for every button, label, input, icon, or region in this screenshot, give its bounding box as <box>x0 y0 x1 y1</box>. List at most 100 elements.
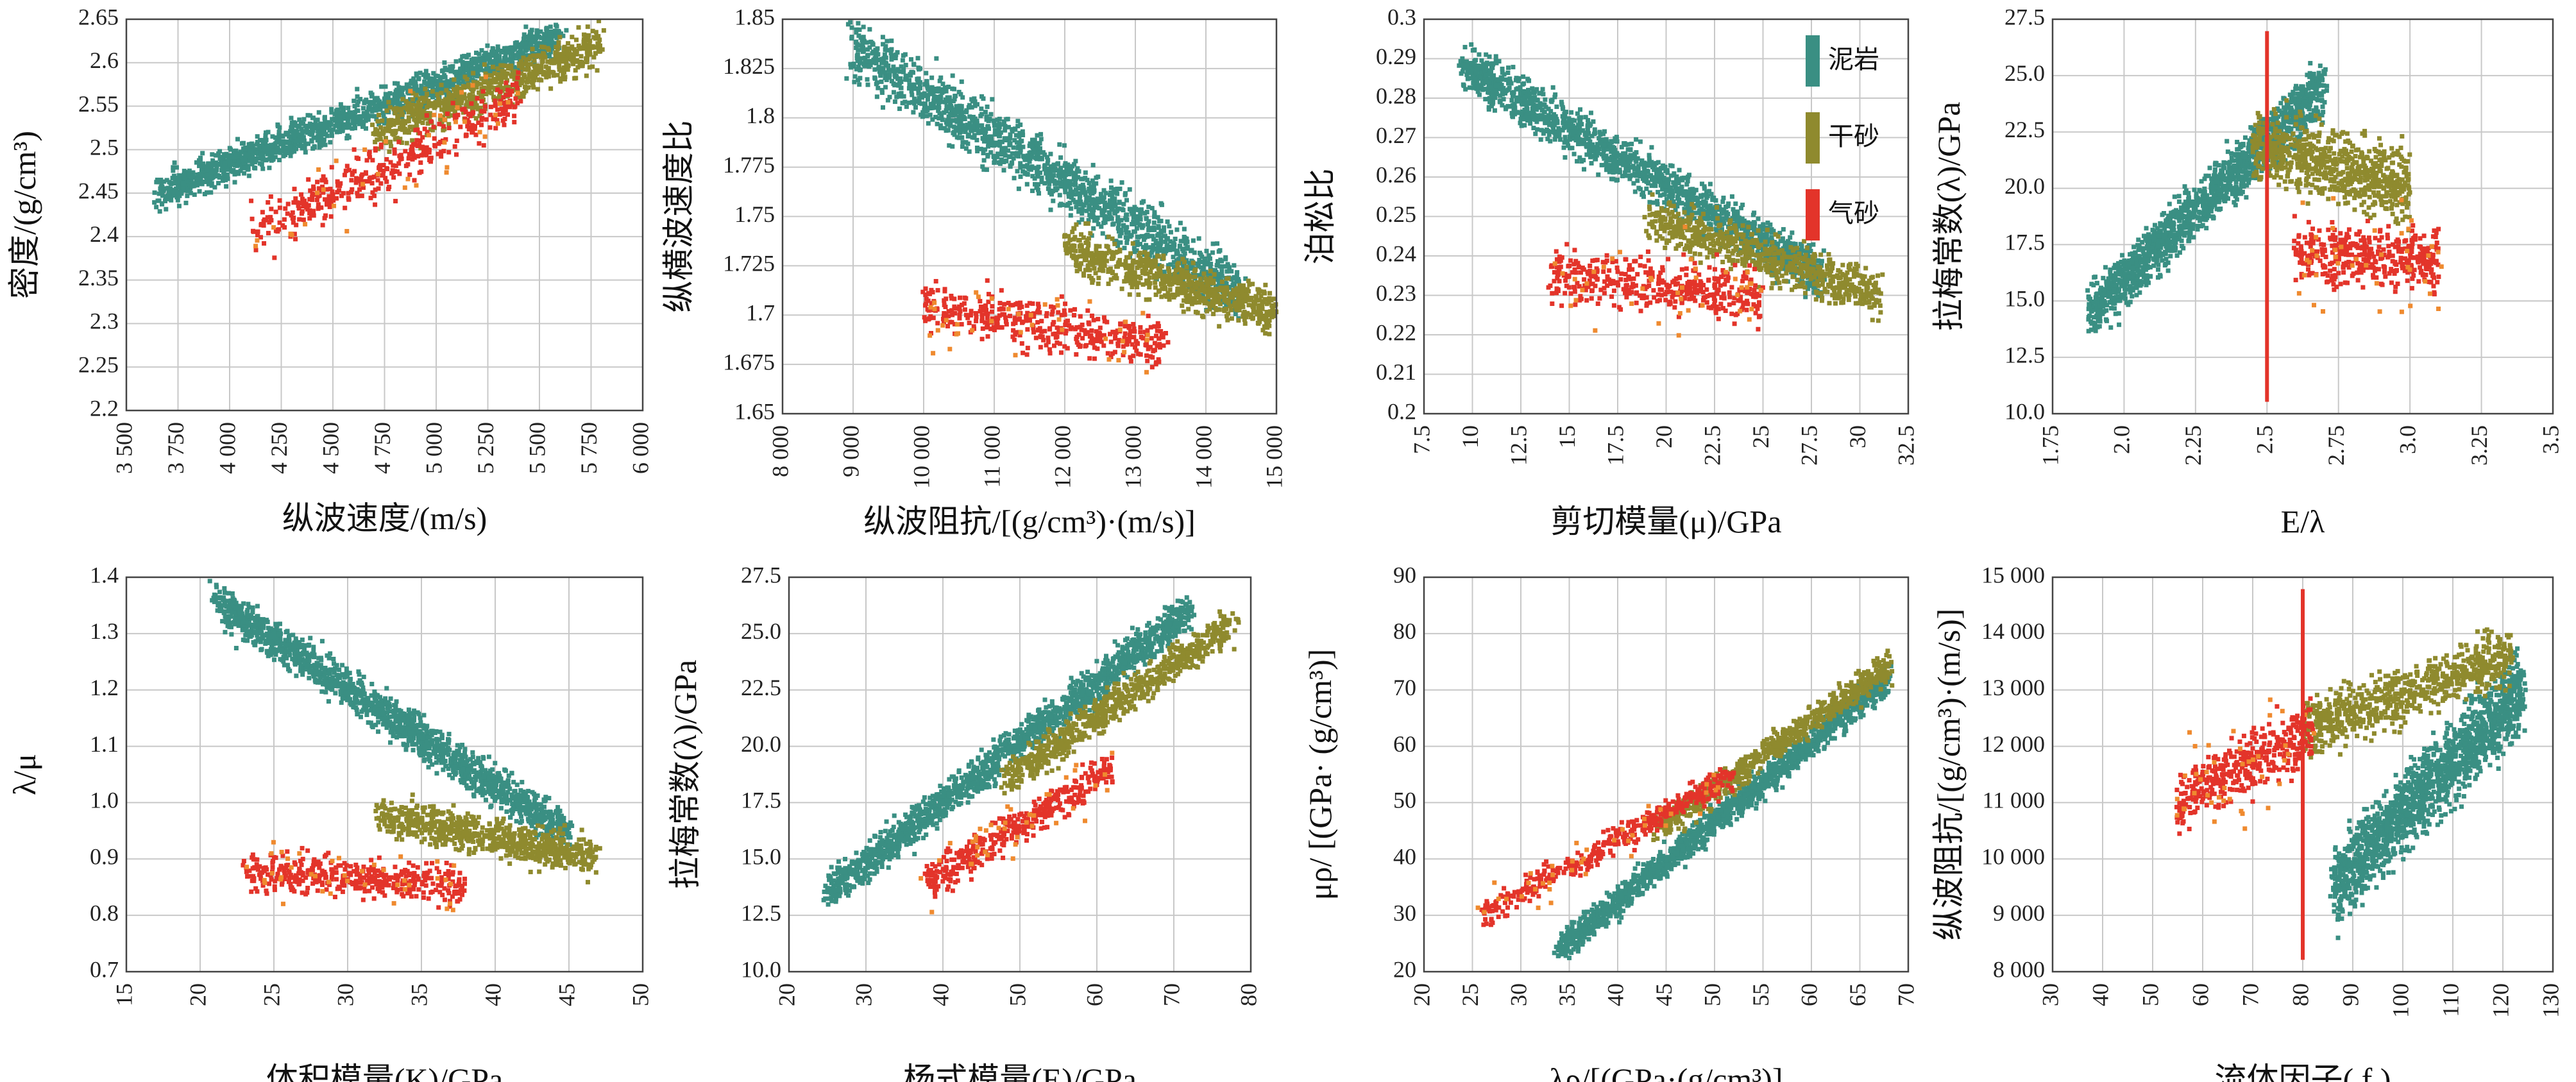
point <box>983 110 988 114</box>
point <box>393 151 397 156</box>
point <box>986 153 990 157</box>
point <box>936 116 941 121</box>
point <box>1208 257 1212 261</box>
point <box>541 72 546 76</box>
point <box>880 90 885 95</box>
point <box>423 127 427 131</box>
point <box>384 180 389 184</box>
point <box>1051 169 1056 173</box>
point <box>1183 241 1188 246</box>
point <box>163 199 167 203</box>
point <box>480 95 484 99</box>
point <box>937 111 942 115</box>
point <box>908 72 912 76</box>
point <box>992 160 996 165</box>
point <box>1176 267 1180 271</box>
point <box>223 173 227 178</box>
point <box>437 122 441 126</box>
point <box>1011 146 1015 150</box>
point <box>1123 332 1128 336</box>
point <box>901 101 905 105</box>
point <box>559 69 563 73</box>
point <box>1203 262 1208 266</box>
point <box>403 149 407 153</box>
point <box>1083 190 1087 194</box>
x-tick-label: 4 000 <box>214 422 240 474</box>
point <box>1192 250 1197 255</box>
point <box>1153 285 1158 290</box>
point <box>1130 285 1134 289</box>
point <box>375 137 379 142</box>
point <box>458 124 462 129</box>
point <box>1201 267 1205 271</box>
point <box>1211 242 1216 246</box>
point <box>1204 249 1208 253</box>
point <box>1191 239 1196 243</box>
point <box>337 110 342 114</box>
point <box>1106 269 1110 274</box>
point <box>1015 119 1020 123</box>
y-tick-label: 2.25 <box>78 351 119 377</box>
point <box>506 100 511 105</box>
point <box>393 129 398 133</box>
point <box>1078 244 1082 249</box>
point <box>559 58 563 62</box>
point <box>398 157 403 162</box>
point <box>858 67 863 72</box>
point <box>269 151 274 156</box>
y-tick-label: 2.2 <box>90 395 119 421</box>
point <box>213 174 217 178</box>
point <box>1158 240 1163 244</box>
point <box>289 213 294 217</box>
point <box>531 78 536 83</box>
point <box>1222 294 1226 298</box>
point <box>418 139 423 143</box>
point <box>1183 251 1187 256</box>
point <box>169 198 173 203</box>
point <box>1146 205 1151 209</box>
point <box>294 223 298 227</box>
point <box>409 148 413 152</box>
point <box>436 152 441 156</box>
point <box>274 210 278 214</box>
point <box>267 165 271 170</box>
point <box>1140 258 1144 262</box>
point <box>1124 255 1129 260</box>
point <box>496 121 500 126</box>
point <box>1099 195 1104 199</box>
point <box>297 217 301 222</box>
point <box>1006 125 1011 130</box>
point <box>203 192 207 196</box>
point <box>1213 306 1217 310</box>
point <box>994 142 998 147</box>
point <box>1077 169 1081 174</box>
point <box>938 126 943 130</box>
point <box>462 54 466 58</box>
point <box>548 24 553 29</box>
point <box>403 185 407 190</box>
point <box>368 176 372 181</box>
point <box>1146 245 1150 249</box>
point <box>375 119 380 124</box>
point <box>972 96 976 101</box>
point <box>476 107 480 112</box>
point <box>1222 289 1226 294</box>
point <box>321 223 325 227</box>
point <box>339 194 344 198</box>
point <box>1107 249 1112 253</box>
point <box>1139 263 1144 267</box>
point <box>429 103 434 107</box>
point <box>378 164 382 169</box>
point <box>1144 263 1149 267</box>
point <box>379 85 384 89</box>
point <box>1132 222 1137 226</box>
point <box>1165 219 1170 224</box>
point <box>1198 298 1203 303</box>
point <box>502 123 507 127</box>
point <box>364 126 368 131</box>
point <box>926 121 931 126</box>
point <box>1094 202 1098 207</box>
point <box>1038 150 1043 155</box>
point <box>427 99 431 103</box>
point <box>971 115 976 119</box>
